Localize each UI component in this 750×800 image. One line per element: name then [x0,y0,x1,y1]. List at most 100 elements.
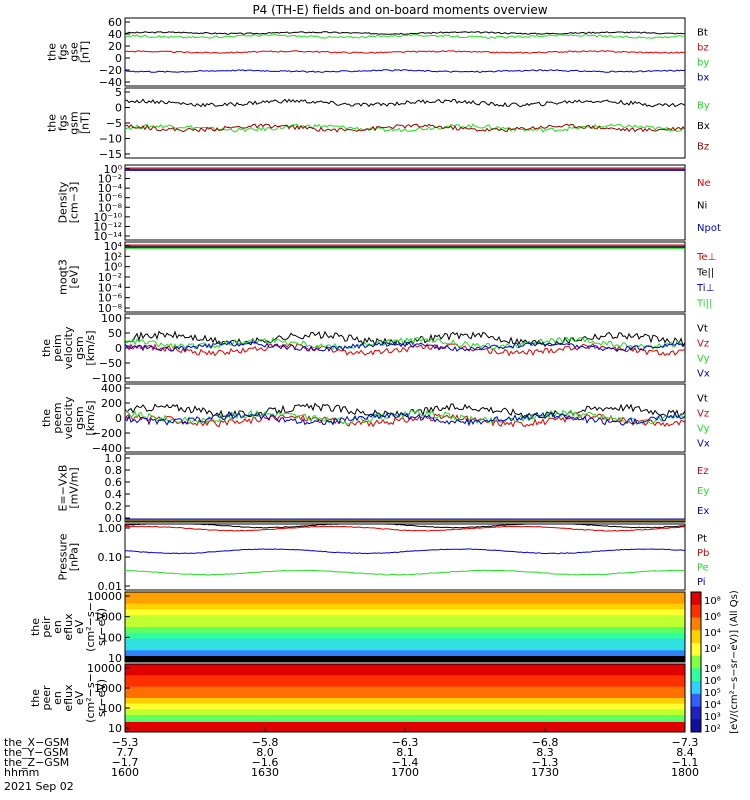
y-axis-label: (cm²−s− [84,602,97,652]
x-row-value: −5.3 [112,736,139,749]
heatmap-band [125,656,685,662]
legend-entry: Vy [697,424,710,435]
series-line-Pi [125,548,686,555]
heatmap-band [125,644,685,651]
colorbar-segment [691,617,701,631]
legend-entry: Pt [697,533,707,544]
legend-entry: Vx [697,439,710,450]
colorbar-segment [691,668,701,682]
legend-entry: Bx [697,121,710,132]
heatmap-band [125,692,685,699]
legend-entry: Bz [697,142,709,153]
colorbar-segment [691,604,701,618]
legend-entry: Vx [697,369,710,380]
y-tick-label: 1000 [94,611,122,624]
legend-entry: Ne [697,178,711,189]
series-line-Vx [124,411,686,427]
x-row-value: 1730 [531,766,559,779]
legend-entry: Ti⊥ [696,283,714,294]
y-tick-label: 0 [115,52,122,65]
legend-entry: Ey [697,486,709,497]
legend-entry: Vt [697,324,708,335]
y-tick-label: 0.4 [105,488,123,501]
legend-entry: Pb [697,548,709,559]
y-tick-label: 10⁻¹⁰ [93,211,122,224]
colorbar-tick-label: 10⁶ [704,676,721,687]
colorbar-tick-label: 10⁴ [704,628,721,639]
series-line-Bz [124,123,686,133]
x-row-label: the_X−GSM [4,736,69,749]
x-row-value: −6.8 [532,736,559,749]
series-line-bz [124,50,686,54]
y-tick-label: −15 [99,148,122,161]
colorbar-frame [690,591,702,733]
panel-peir: 10000 1000 100 10 thepeirenefluxeV(cm²−s−sr−… [29,590,686,665]
y-tick-label: 5 [115,86,122,99]
x-row-value: 7.7 [116,746,134,759]
panel-peer: 10000 1000 100 10 thepeerenefluxeV(cm²−s−sr−… [29,662,686,735]
y-tick-label: 50 [108,327,122,340]
y-axis-label: eflux [62,613,75,641]
y-tick-label: 10⁰ [104,261,123,274]
y-axis-label: gsm [73,336,86,359]
y-axis-label: gse [68,42,81,62]
panel-frame [124,313,686,383]
y-axis-label: fgs [57,43,70,60]
series-line-Vz [124,342,686,357]
y-tick-label: −10 [99,133,122,146]
y-tick-label: 0.2 [105,500,123,513]
colorbar-segment [691,719,701,733]
legend-entry: Bt [697,28,708,39]
series-line-Vy [124,409,686,426]
heatmap-band [125,609,685,616]
heatmap-band [125,703,685,710]
y-tick-label: 0.6 [105,476,123,489]
legend-entry: Pe [697,562,709,573]
y-axis-label: [nT] [79,112,92,134]
y-axis-label: (cm²−s− [84,673,97,723]
legend-entry: by [697,58,709,69]
y-tick-label: 10⁻¹⁴ [93,230,122,243]
heatmap-band [125,669,685,676]
y-axis-label: the [46,114,59,132]
x-row-value: 8.4 [676,746,694,759]
y-tick-label: −200 [92,427,122,440]
panel-frame [124,17,686,87]
y-axis-label: peer [40,685,53,711]
y-tick-label: 0.8 [105,464,123,477]
series-line-Vx [124,340,686,352]
y-tick-label: 10⁻⁸ [98,201,123,214]
heatmap-band [125,709,685,716]
series-line-by [124,33,686,39]
y-tick-label: 100 [101,312,122,325]
y-tick-label: 10⁻⁴ [98,182,123,195]
y-tick-label: 100 [101,702,122,715]
y-axis-label: peem [51,402,64,433]
y-tick-label: 10000 [87,590,122,603]
y-tick-label: −100 [92,372,122,385]
y-axis-label: gsm [68,111,81,134]
x-row-value: −1.7 [112,756,139,769]
panel-pressure: 1.00 0.10 0.01 Pressure[nPa] Pt Pb Pe Pi [57,522,710,593]
y-tick-label: 40 [108,28,122,41]
y-axis-label: fgs [57,114,70,131]
y-tick-label: 0.10 [98,551,123,564]
colorbar-tick-label: 10⁵ [704,688,721,699]
y-axis-label: peir [40,616,53,638]
y-axis-label: the [40,409,53,427]
colorbar-tick-label: 10⁸ [704,596,721,607]
colorbar-label: [eV/(cm²−s−sr−eV)] (All Qs) [729,590,740,734]
y-tick-label: −5 [106,117,122,130]
y-tick-label: 0 [115,102,122,115]
x-row-value: −1.6 [252,756,279,769]
heatmap-band [125,681,685,688]
date-label: 2021 Sep 02 [4,780,74,793]
series-line-Vy [124,336,686,351]
y-axis-label: eV [73,619,86,634]
legend-entry: Vy [697,354,710,365]
y-tick-label: 200 [101,397,122,410]
legend-entry: Vt [697,394,708,405]
y-tick-label: 10² [104,250,122,263]
